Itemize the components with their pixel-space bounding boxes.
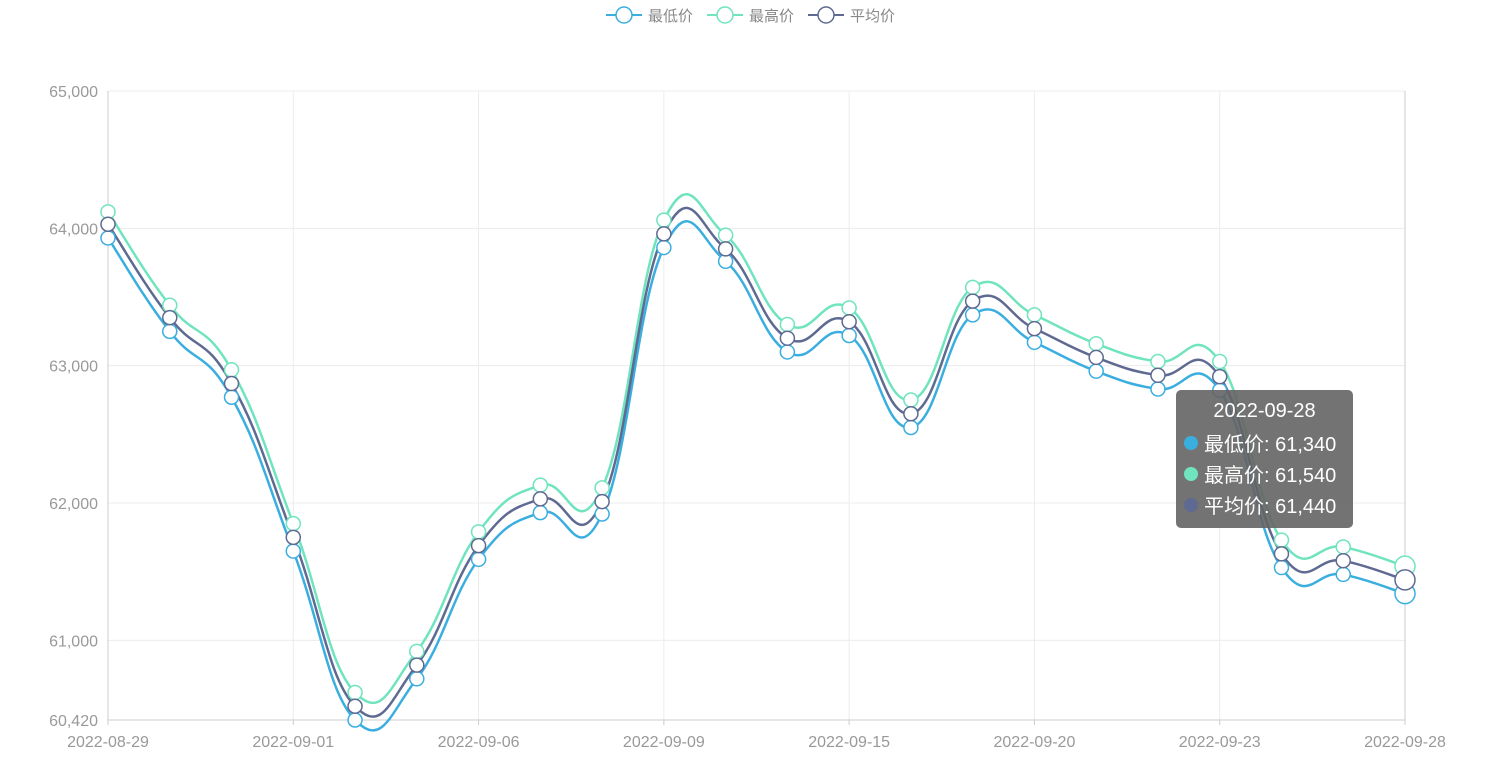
data-point bbox=[903, 392, 919, 408]
data-point bbox=[1273, 532, 1290, 548]
data-point bbox=[1088, 363, 1104, 379]
data-point bbox=[779, 316, 796, 333]
data-point bbox=[223, 362, 240, 378]
data-point bbox=[532, 477, 549, 493]
data-point bbox=[1150, 367, 1166, 384]
data-point bbox=[285, 543, 302, 559]
data-point bbox=[1335, 539, 1351, 555]
x-tick-label: 2022-09-09 bbox=[623, 734, 705, 751]
data-point bbox=[594, 480, 610, 496]
data-point bbox=[903, 419, 919, 436]
legend-item-low[interactable]: 最低价 bbox=[605, 4, 693, 26]
legend-label: 最低价 bbox=[647, 7, 693, 25]
data-point bbox=[1088, 335, 1104, 352]
data-point bbox=[100, 230, 116, 246]
data-point bbox=[1026, 307, 1043, 323]
data-point bbox=[409, 643, 425, 660]
data-point bbox=[347, 712, 363, 728]
data-point bbox=[656, 239, 672, 256]
data-point bbox=[656, 212, 672, 228]
y-tick-label: 63,000 bbox=[49, 359, 98, 376]
legend-label: 最高价 bbox=[748, 7, 794, 25]
data-point bbox=[841, 300, 857, 316]
data-point bbox=[532, 491, 549, 507]
data-point bbox=[717, 241, 734, 257]
legend: 最低价 最高价 平均价 bbox=[0, 4, 1501, 26]
data-point bbox=[1088, 349, 1104, 366]
y-tick-label: 60,420 bbox=[49, 713, 98, 730]
legend-line-marker-icon bbox=[808, 6, 844, 24]
data-point bbox=[1026, 320, 1043, 337]
data-point bbox=[1273, 559, 1290, 576]
series-dot-icon bbox=[1184, 497, 1198, 512]
y-tick-label: 61,000 bbox=[49, 633, 98, 650]
tooltip: 2022-09-28 最低价: 61,340 最高价: 61,540 平均价: … bbox=[1176, 390, 1353, 528]
legend-item-avg[interactable]: 平均价 bbox=[808, 4, 895, 26]
data-point bbox=[470, 524, 487, 540]
legend-label: 平均价 bbox=[850, 7, 896, 25]
x-tick-label: 2022-09-20 bbox=[994, 734, 1076, 751]
y-tick-label: 64,000 bbox=[49, 221, 98, 238]
data-point bbox=[717, 227, 734, 243]
data-point bbox=[223, 389, 240, 406]
data-point bbox=[162, 309, 178, 326]
data-point bbox=[409, 671, 425, 687]
data-point bbox=[903, 405, 919, 422]
tooltip-row-low: 最低价: 61,340 bbox=[1184, 427, 1353, 458]
data-point bbox=[285, 529, 302, 546]
data-point bbox=[779, 330, 796, 346]
data-point bbox=[779, 344, 796, 360]
data-point bbox=[1150, 381, 1166, 397]
data-point bbox=[162, 323, 178, 340]
data-point bbox=[841, 313, 857, 330]
x-tick-label: 2022-09-23 bbox=[1179, 734, 1261, 751]
y-tick-label: 62,000 bbox=[49, 496, 98, 513]
data-point bbox=[1273, 546, 1290, 562]
data-point bbox=[532, 504, 549, 521]
data-point bbox=[964, 307, 981, 323]
data-point bbox=[656, 226, 672, 242]
data-point bbox=[470, 551, 487, 568]
series-dot-icon bbox=[1184, 435, 1198, 450]
data-point bbox=[1211, 368, 1228, 385]
legend-item-high[interactable]: 最高价 bbox=[706, 4, 794, 26]
tooltip-row-high: 最高价: 61,540 bbox=[1184, 458, 1353, 489]
y-tick-label: 65,000 bbox=[49, 84, 98, 101]
x-tick-label: 2022-09-06 bbox=[438, 734, 520, 751]
data-point bbox=[964, 293, 981, 309]
tooltip-row-label: 平均价: 61,440 bbox=[1204, 496, 1337, 518]
data-point bbox=[285, 515, 302, 532]
data-point bbox=[964, 279, 981, 296]
data-point bbox=[470, 537, 487, 554]
x-tick-label: 2022-09-28 bbox=[1364, 734, 1446, 751]
data-point bbox=[347, 684, 363, 701]
tooltip-row-avg: 平均价: 61,440 bbox=[1184, 489, 1353, 520]
tooltip-row-label: 最低价: 61,340 bbox=[1204, 434, 1337, 456]
data-point bbox=[223, 375, 240, 392]
data-point bbox=[1335, 566, 1351, 583]
data-point bbox=[1150, 353, 1166, 370]
x-tick-label: 2022-08-29 bbox=[67, 734, 149, 751]
data-point bbox=[100, 216, 116, 232]
data-point bbox=[409, 657, 425, 673]
data-point bbox=[1211, 353, 1228, 370]
series-dot-icon bbox=[1184, 466, 1198, 481]
x-tick-label: 2022-09-01 bbox=[252, 734, 334, 751]
data-point bbox=[1335, 552, 1351, 569]
data-point bbox=[347, 698, 363, 715]
data-point bbox=[1394, 569, 1416, 591]
data-point bbox=[841, 327, 857, 344]
legend-line-marker-icon bbox=[706, 6, 743, 24]
tooltip-row-label: 最高价: 61,540 bbox=[1204, 465, 1337, 487]
tooltip-title: 2022-09-28 bbox=[1213, 400, 1316, 422]
legend-line-marker-icon bbox=[605, 6, 642, 24]
data-point bbox=[1026, 334, 1043, 351]
x-tick-label: 2022-09-15 bbox=[808, 734, 890, 751]
data-point bbox=[594, 493, 610, 510]
